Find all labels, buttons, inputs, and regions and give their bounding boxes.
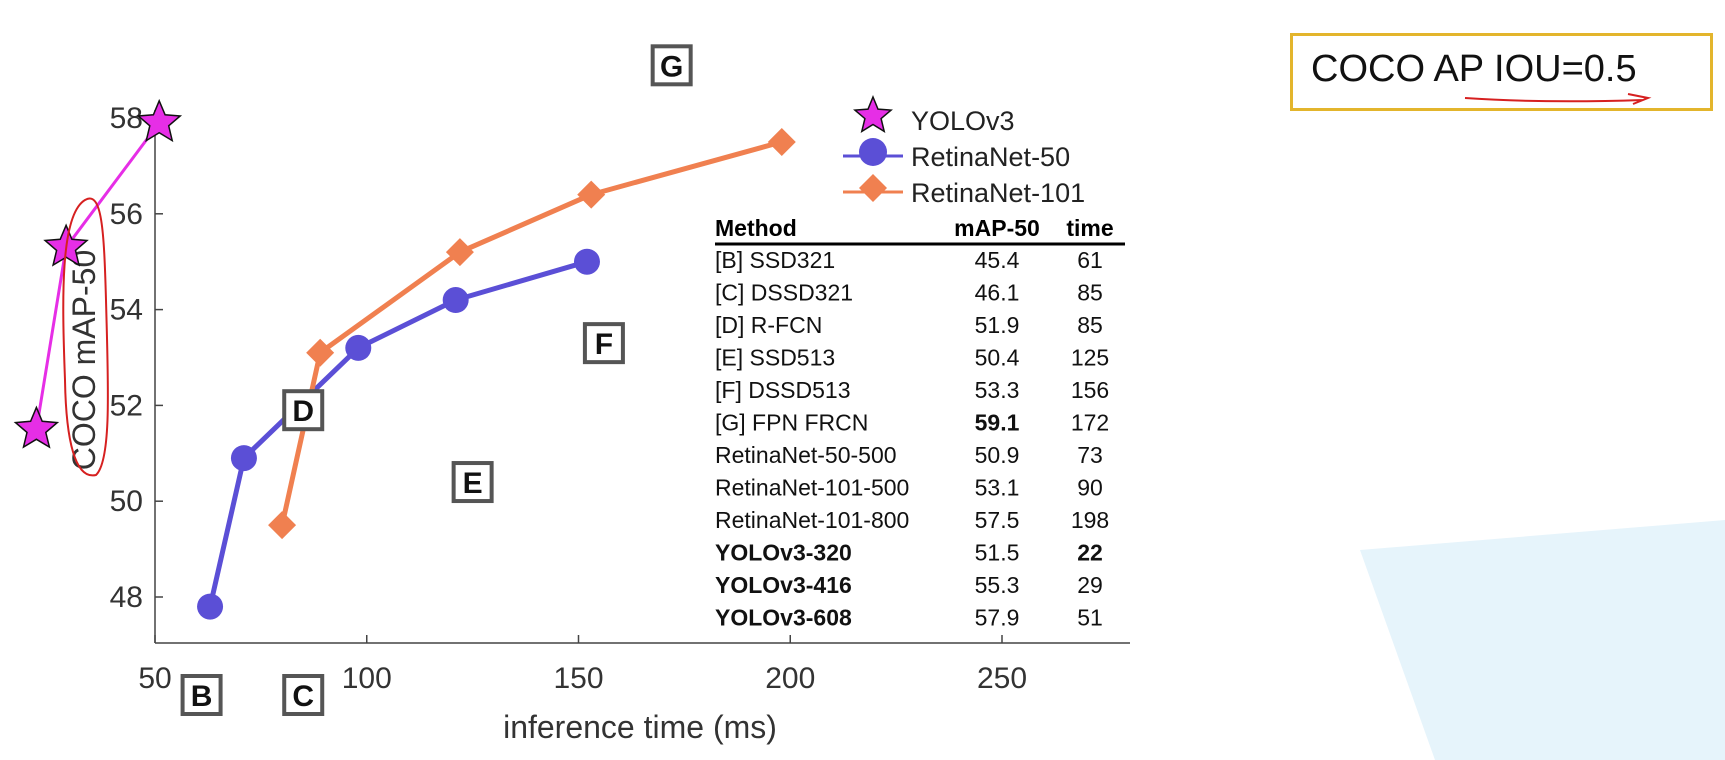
table-cell-method: YOLOv3-416 (715, 572, 852, 598)
y-tick-label: 56 (110, 198, 143, 231)
red-annotation-ellipse (62, 197, 109, 477)
table-cell-time: 172 (1071, 410, 1109, 436)
table-cell-map: 46.1 (975, 280, 1020, 306)
table-cell-method: [F] DSSD513 (715, 377, 851, 403)
table-cell-map: 51.5 (975, 540, 1020, 566)
table-header-method: Method (715, 215, 797, 241)
y-tick-label: 50 (110, 485, 143, 518)
annotation-box-e (451, 461, 494, 504)
table-cell-time: 73 (1077, 442, 1103, 468)
table-cell-method: [C] DSSD321 (715, 280, 853, 306)
legend-marker-retinanet-101 (859, 174, 887, 202)
legend-label-retinanet-101: RetinaNet-101 (911, 178, 1085, 208)
table-cell-method: [E] SSD513 (715, 345, 835, 371)
legend-marker-retinanet-50 (859, 138, 887, 166)
annotation-box-b (180, 674, 223, 716)
point-retinanet-101 (268, 511, 297, 540)
table-cell-time: 90 (1077, 475, 1103, 501)
annotation-label-b: B (191, 680, 213, 713)
table-header-map: mAP-50 (954, 215, 1040, 241)
annotation-label-g: G (660, 50, 683, 83)
table-cell-time: 198 (1071, 507, 1109, 533)
table-cell-map: 57.9 (975, 605, 1020, 631)
table-cell-time: 156 (1071, 377, 1109, 403)
decorative-light-blue-shape (1360, 520, 1725, 760)
x-axis-title: inference time (ms) (503, 709, 777, 745)
red-underline-mark (1464, 93, 1652, 105)
x-tick-label: 50 (138, 662, 171, 695)
table-cell-map: 45.4 (975, 247, 1020, 273)
y-tick-label: 52 (110, 389, 143, 422)
table-cell-time: 85 (1077, 280, 1103, 306)
note-text: COCO AP IOU=0.5 (1311, 48, 1637, 90)
point-retinanet-101 (445, 238, 474, 267)
table-cell-map: 53.1 (975, 475, 1020, 501)
annotation-box-f (582, 322, 625, 365)
table-cell-method: YOLOv3-608 (715, 605, 852, 631)
table-cell-method: RetinaNet-50-500 (715, 442, 897, 468)
table-cell-method: [D] R-FCN (715, 312, 822, 338)
point-retinanet-50 (345, 334, 372, 361)
table-cell-time: 61 (1077, 247, 1103, 273)
x-tick-label: 250 (977, 662, 1027, 695)
point-retinanet-101 (577, 180, 606, 209)
table-cell-method: YOLOv3-320 (715, 540, 852, 566)
legend-label-retinanet-50: RetinaNet-50 (911, 142, 1070, 172)
x-tick-label: 100 (342, 662, 392, 695)
annotation-label-e: E (463, 467, 483, 500)
series-line-retinanet-50 (207, 259, 588, 608)
point-yolov3 (136, 98, 183, 143)
table-cell-time: 29 (1077, 572, 1103, 598)
table-cell-time: 51 (1077, 605, 1103, 631)
table-cell-time: 22 (1077, 540, 1103, 566)
table-cell-map: 55.3 (975, 572, 1020, 598)
y-axis-title: COCO mAP-50 (66, 250, 102, 470)
table-cell-map: 59.1 (975, 410, 1020, 436)
annotation-label-f: F (595, 328, 613, 361)
point-retinanet-101 (306, 338, 335, 367)
note-box: COCO AP IOU=0.5 (1290, 33, 1713, 111)
point-retinanet-50 (442, 287, 469, 314)
table-cell-time: 85 (1077, 312, 1103, 338)
annotation-box-g (650, 44, 693, 87)
table-cell-method: [B] SSD321 (715, 247, 835, 273)
annotation-label-c: C (292, 680, 314, 713)
legend-marker-yolov3 (853, 95, 893, 133)
annotation-label-d: D (292, 395, 314, 428)
point-retinanet-50 (230, 445, 257, 472)
y-tick-label: 48 (110, 581, 143, 614)
table-header-time: time (1066, 215, 1113, 241)
series-line-retinanet-101 (279, 139, 783, 526)
table-cell-time: 125 (1071, 345, 1109, 371)
table-cell-method: RetinaNet-101-500 (715, 475, 909, 501)
table-cell-map: 57.5 (975, 507, 1020, 533)
annotation-box-c (282, 674, 325, 716)
table-cell-map: 51.9 (975, 312, 1020, 338)
y-tick-label: 54 (110, 294, 143, 327)
table-cell-map: 50.9 (975, 442, 1020, 468)
point-retinanet-101 (767, 127, 796, 156)
x-tick-label: 200 (765, 662, 815, 695)
annotation-box-d (282, 389, 325, 432)
table-cell-map: 53.3 (975, 377, 1020, 403)
table-cell-method: [G] FPN FRCN (715, 410, 868, 436)
x-tick-label: 150 (553, 662, 603, 695)
point-retinanet-50 (197, 593, 224, 620)
table-cell-map: 50.4 (975, 345, 1020, 371)
legend-label-yolov3: YOLOv3 (911, 106, 1015, 136)
y-tick-label: 58 (110, 102, 143, 135)
point-retinanet-50 (573, 248, 600, 275)
point-yolov3 (13, 405, 60, 449)
table-cell-method: RetinaNet-101-800 (715, 507, 909, 533)
